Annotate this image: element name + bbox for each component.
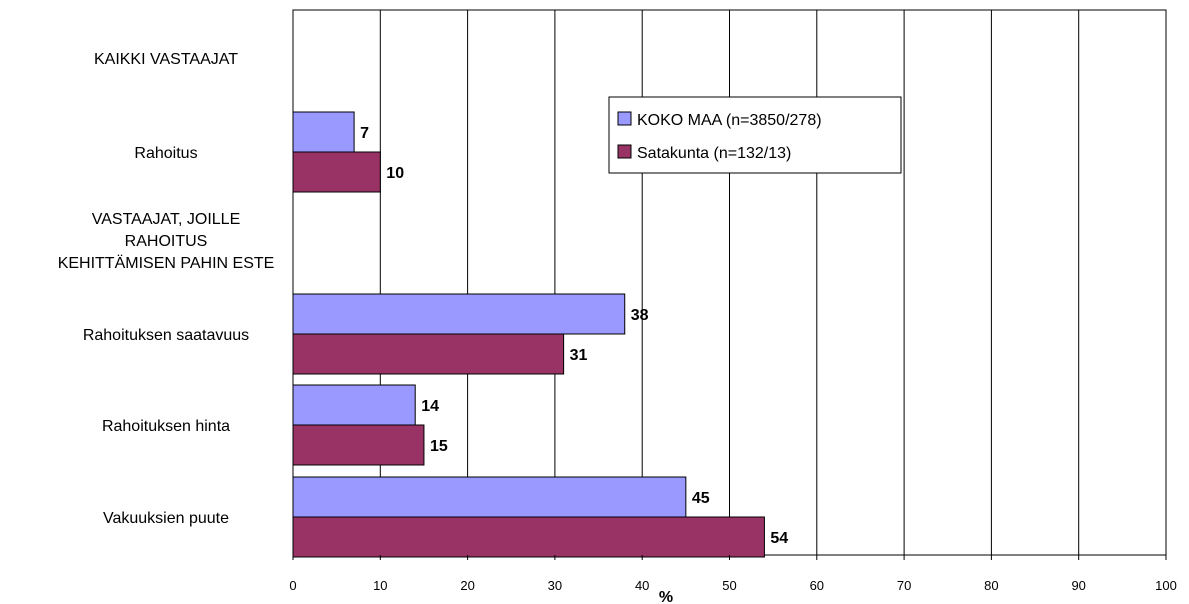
bar [292,476,687,518]
bar-value-label: 14 [421,398,439,415]
category-label: VASTAAJAT, JOILLE RAHOITUS KEHITTÄMISEN PA… [58,211,275,272]
category-label: Rahoituksen hinta [102,418,230,435]
value-labels: 7 10 38 31 14 15 45 54 [360,125,788,547]
bar [292,424,425,466]
category-label-line: Rahoituksen hinta [102,418,230,435]
category-label: KAIKKI VASTAAJAT [94,51,238,68]
bar-value-label: 31 [570,347,588,364]
category-label-line: KAIKKI VASTAAJAT [94,51,238,68]
bar [292,111,355,153]
category-label-line: VASTAAJAT, JOILLE [92,211,241,228]
legend-label: Satakunta (n=132/13) [637,145,791,162]
bar-value-label: 10 [386,165,404,182]
legend-box [608,96,902,174]
bar [292,293,626,335]
x-tick-label: 70 [897,578,911,593]
legend: KOKO MAA (n=3850/278) Satakunta (n=132/13… [608,96,902,174]
legend-swatch [617,111,632,126]
category-label: Rahoituksen saatavuus [83,327,249,344]
bar [292,516,765,558]
category-label-line: Rahoitus [134,145,197,162]
legend-label: KOKO MAA (n=3850/278) [637,112,822,129]
legend-swatch [617,144,632,159]
bar-value-label: 45 [692,490,710,507]
bars [292,111,765,558]
x-tick-label: 100 [1155,578,1177,593]
bar-value-label: 7 [360,125,369,142]
bar-value-label: 54 [770,530,788,547]
category-label-line: KEHITTÄMISEN PAHIN ESTE [58,254,275,272]
x-tick-label: 90 [1071,578,1085,593]
category-labels: KAIKKI VASTAAJAT Rahoitus VASTAAJAT, JOILL… [58,51,275,527]
bar-value-label: 38 [631,307,649,324]
category-label: Rahoitus [134,145,197,162]
bar [292,151,381,193]
x-axis-title: % [659,589,673,604]
x-tick-label: 60 [810,578,824,593]
x-tick-labels: 0 10 20 30 40 50 60 70 80 90 100 [289,555,1177,593]
category-label-line: Vakuuksien puute [103,510,229,527]
x-tick-label: 20 [460,578,474,593]
x-tick-label: 40 [635,578,649,593]
category-label: Vakuuksien puute [103,510,229,527]
bar [292,333,565,375]
bar [292,384,416,426]
bar-value-label: 15 [430,438,448,455]
x-tick-label: 0 [289,578,296,593]
x-tick-label: 10 [373,578,387,593]
category-label-line: Rahoituksen saatavuus [83,327,249,344]
category-label-line: RAHOITUS [125,233,208,250]
x-tick-label: 50 [722,578,736,593]
x-tick-label: 80 [984,578,998,593]
x-tick-label: 30 [548,578,562,593]
